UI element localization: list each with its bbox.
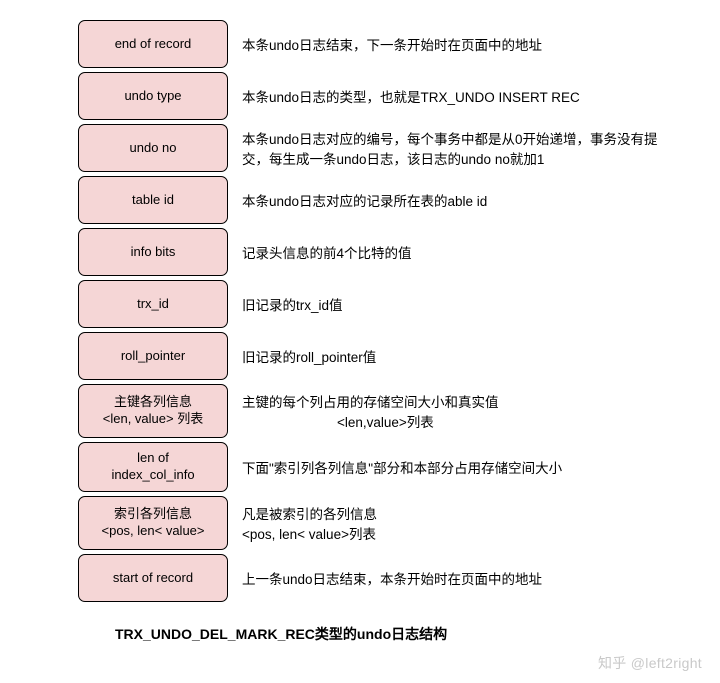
- field-cell: undo no: [78, 124, 228, 172]
- field-label-line: trx_id: [137, 296, 169, 313]
- field-description: 下面"索引列各列信息"部分和本部分占用存储空间大小: [242, 459, 562, 479]
- description-line: 本条undo日志结束，下一条开始时在页面中的地址: [242, 36, 542, 56]
- description-line: 本条undo日志对应的记录所在表的able id: [242, 192, 487, 212]
- field-description: 本条undo日志对应的编号，每个事务中都是从0开始递增，事务没有提交，每生成一条…: [242, 130, 682, 171]
- diagram-row: 索引各列信息<pos, len< value>凡是被索引的各列信息<pos, l…: [78, 496, 720, 554]
- field-cell: end of record: [78, 20, 228, 68]
- field-cell: start of record: [78, 554, 228, 602]
- diagram-row: undo type 本条undo日志的类型，也就是TRX_UNDO INSERT …: [78, 72, 720, 124]
- diagram-row: roll_pointer 旧记录的roll_pointer值: [78, 332, 720, 384]
- description-line: 凡是被索引的各列信息: [242, 505, 377, 525]
- field-cell: undo type: [78, 72, 228, 120]
- description-line: 本条undo日志的类型，也就是TRX_UNDO INSERT REC: [242, 88, 580, 108]
- field-cell: len ofindex_col_info: [78, 442, 228, 492]
- description-line: 本条undo日志对应的编号，每个事务中都是从0开始递增，事务没有提交，每生成一条…: [242, 130, 682, 171]
- field-description: 旧记录的trx_id值: [242, 296, 343, 316]
- description-line: 下面"索引列各列信息"部分和本部分占用存储空间大小: [242, 459, 562, 479]
- field-label-line: len of: [137, 450, 169, 467]
- diagram-row: info bits 记录头信息的前4个比特的值: [78, 228, 720, 280]
- field-cell: table id: [78, 176, 228, 224]
- description-line: 主键的每个列占用的存储空间大小和真实值: [242, 393, 499, 413]
- description-line: <pos, len< value>列表: [242, 525, 377, 545]
- field-description: 本条undo日志对应的记录所在表的able id: [242, 192, 487, 212]
- field-cell: 索引各列信息<pos, len< value>: [78, 496, 228, 550]
- diagram-title: TRX_UNDO_DEL_MARK_REC类型的undo日志结构: [115, 624, 720, 644]
- field-label-line: undo type: [124, 88, 181, 105]
- description-line: <len,value>列表: [242, 413, 499, 433]
- diagram-container: end of record 本条undo日志结束，下一条开始时在页面中的地址 und…: [0, 20, 720, 606]
- field-label-line: <pos, len< value>: [102, 523, 205, 540]
- field-label-line: start of record: [113, 570, 193, 587]
- field-label-line: 索引各列信息: [114, 506, 192, 523]
- description-line: 旧记录的roll_pointer值: [242, 348, 376, 368]
- field-cell: info bits: [78, 228, 228, 276]
- diagram-row: len ofindex_col_info 下面"索引列各列信息"部分和本部分占用存…: [78, 442, 720, 496]
- field-label-line: <len, value> 列表: [103, 411, 203, 428]
- field-label-line: 主键各列信息: [114, 394, 192, 411]
- diagram-row: trx_id 旧记录的trx_id值: [78, 280, 720, 332]
- description-line: 旧记录的trx_id值: [242, 296, 343, 316]
- field-description: 本条undo日志结束，下一条开始时在页面中的地址: [242, 36, 542, 56]
- field-description: 主键的每个列占用的存储空间大小和真实值<len,value>列表: [242, 393, 499, 434]
- field-cell: 主键各列信息<len, value> 列表: [78, 384, 228, 438]
- description-line: 上一条undo日志结束，本条开始时在页面中的地址: [242, 570, 542, 590]
- field-label-line: end of record: [115, 36, 192, 53]
- field-label-line: info bits: [131, 244, 176, 261]
- field-description: 旧记录的roll_pointer值: [242, 348, 376, 368]
- field-label-line: table id: [132, 192, 174, 209]
- diagram-row: start of record 上一条undo日志结束，本条开始时在页面中的地址: [78, 554, 720, 606]
- diagram-row: undo no 本条undo日志对应的编号，每个事务中都是从0开始递增，事务没有提…: [78, 124, 720, 176]
- diagram-row: 主键各列信息<len, value> 列表主键的每个列占用的存储空间大小和真实值…: [78, 384, 720, 442]
- field-label-line: index_col_info: [111, 467, 194, 484]
- field-description: 本条undo日志的类型，也就是TRX_UNDO INSERT REC: [242, 88, 580, 108]
- field-label-line: roll_pointer: [121, 348, 185, 365]
- field-description: 上一条undo日志结束，本条开始时在页面中的地址: [242, 570, 542, 590]
- diagram-row: table id 本条undo日志对应的记录所在表的able id: [78, 176, 720, 228]
- description-line: 记录头信息的前4个比特的值: [242, 244, 412, 264]
- field-description: 凡是被索引的各列信息<pos, len< value>列表: [242, 505, 377, 546]
- field-description: 记录头信息的前4个比特的值: [242, 244, 412, 264]
- diagram-row: end of record 本条undo日志结束，下一条开始时在页面中的地址: [78, 20, 720, 72]
- watermark: 知乎 @left2right: [598, 653, 702, 673]
- field-cell: roll_pointer: [78, 332, 228, 380]
- field-cell: trx_id: [78, 280, 228, 328]
- field-label-line: undo no: [130, 140, 177, 157]
